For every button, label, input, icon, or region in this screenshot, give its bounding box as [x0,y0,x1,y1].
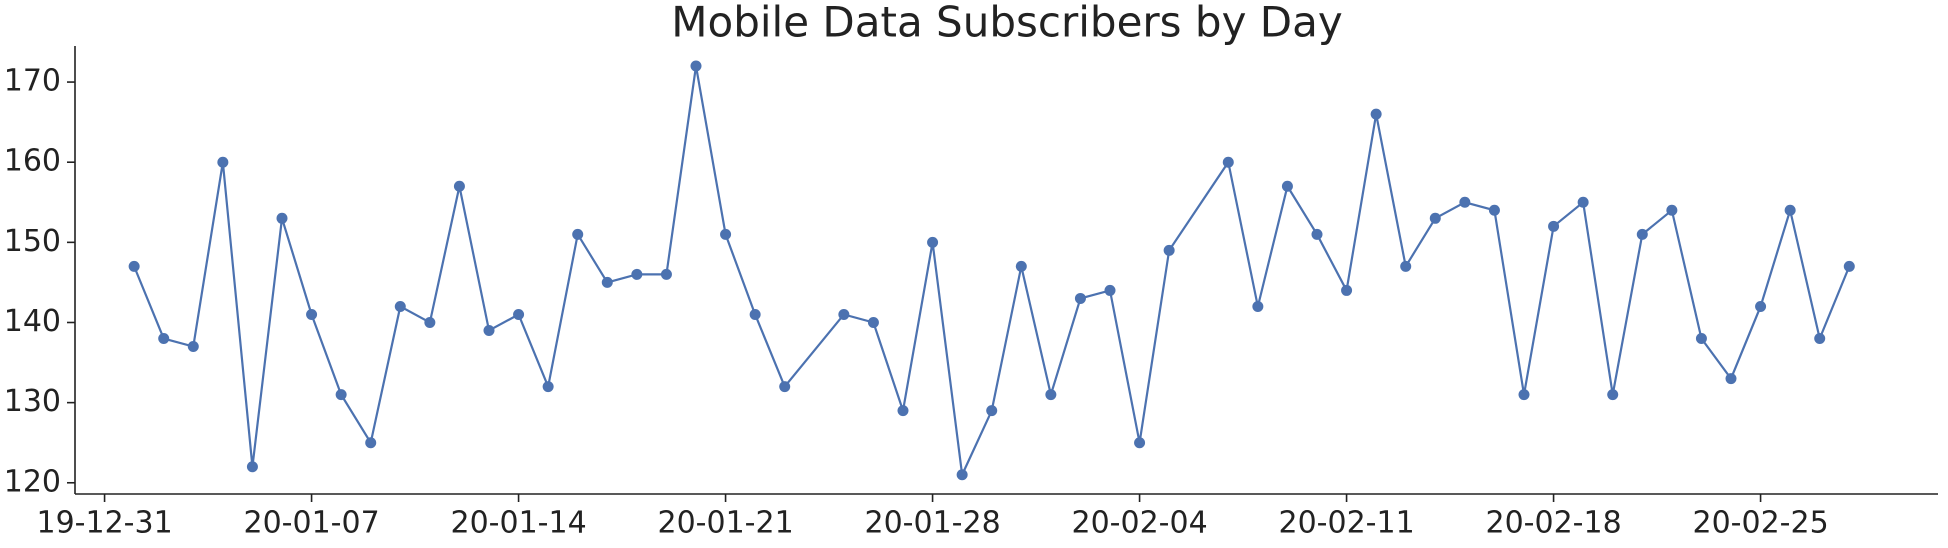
point [1134,437,1146,449]
point [1577,196,1589,208]
point [394,300,406,312]
y-tick-label: 160 [4,144,61,179]
point [986,405,998,417]
point [1548,220,1560,232]
point [1636,228,1648,240]
point [1370,108,1382,120]
y-tick-label: 120 [4,464,61,499]
point [1252,300,1264,312]
point [1163,244,1175,256]
point [927,236,939,248]
point [690,60,702,72]
point [897,405,909,417]
point [187,341,199,353]
point [779,381,791,393]
point [1281,180,1293,192]
point [572,228,584,240]
point [1341,284,1353,296]
y-tick-label: 150 [4,224,61,259]
point [1814,333,1826,345]
point [838,308,850,320]
y-tick-label: 140 [4,304,61,339]
chart-title: Mobile Data Subscribers by Day [671,0,1342,47]
point [1843,260,1855,272]
point [453,180,465,192]
point [365,437,377,449]
point [128,260,140,272]
point [1488,204,1500,216]
x-tick-label: 20-02-18 [1485,506,1621,541]
point [1755,300,1767,312]
x-tick-label: 20-01-28 [864,506,1000,541]
point [276,212,288,224]
point [631,268,643,280]
point [158,333,170,345]
point [1725,373,1737,385]
x-tick-label: 20-02-11 [1278,506,1414,541]
point [217,156,229,168]
x-tick-label: 20-02-04 [1071,506,1207,541]
point [1429,212,1441,224]
point [956,469,968,481]
y-tick-label: 170 [4,64,61,99]
point [1459,196,1471,208]
point [1607,389,1619,401]
point [720,228,732,240]
point [1222,156,1234,168]
point [306,308,318,320]
x-tick-label: 20-01-14 [450,506,586,541]
point [335,389,347,401]
point [1104,284,1116,296]
point [867,316,879,328]
point [1518,389,1530,401]
point [246,461,258,473]
point [1784,204,1796,216]
point [1400,260,1412,272]
point [660,268,672,280]
x-tick-label: 20-02-25 [1692,506,1828,541]
point [1074,292,1086,304]
point [483,325,495,337]
point [1015,260,1027,272]
point [513,308,525,320]
x-tick-label: 19-12-31 [36,506,172,541]
point [1045,389,1057,401]
point [1311,228,1323,240]
point [424,316,436,328]
point [1666,204,1678,216]
point [1695,333,1707,345]
x-tick-label: 20-01-21 [657,506,793,541]
point [601,276,613,288]
point [542,381,554,393]
point [749,308,761,320]
x-tick-label: 20-01-07 [243,506,379,541]
y-tick-label: 130 [4,384,61,419]
